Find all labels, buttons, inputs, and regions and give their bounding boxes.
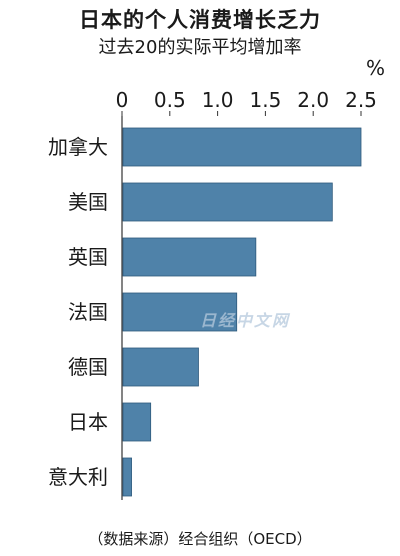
category-label: 美国 [68,190,108,214]
x-tick-label: 2.0 [297,88,329,112]
x-tick-label: 1.0 [202,88,234,112]
bar-0 [122,127,362,167]
bar-4 [122,347,199,387]
category-label: 日本 [68,410,108,434]
category-label: 德国 [68,355,108,379]
x-tick-label: 1.5 [249,88,281,112]
x-tick-label: 0.5 [154,88,186,112]
category-label: 加拿大 [48,135,108,159]
bar-2 [122,237,257,277]
bar-5 [122,402,152,442]
x-tick-label: 2.5 [345,88,377,112]
category-label: 英国 [68,245,108,269]
unit-label: % [366,56,386,80]
chart-title: 日本的个人消费增长乏力 [79,8,321,32]
source-note: （数据来源）经合组织（OECD） [88,530,312,548]
watermark: 日经中文网 [200,311,291,330]
category-label: 法国 [68,300,108,324]
category-label: 意大利 [48,465,108,489]
x-tick-label: 0 [116,88,129,112]
chart-subtitle: 过去20的实际平均增加率 [98,37,302,58]
bar-3 [122,292,238,332]
bar-1 [122,182,333,222]
bar-6 [122,457,132,497]
